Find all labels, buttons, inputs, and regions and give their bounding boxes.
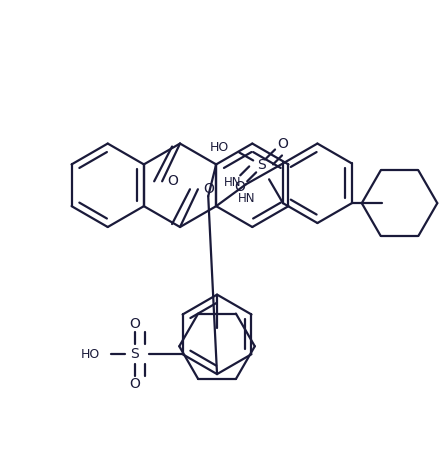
Text: O: O xyxy=(130,318,140,331)
Text: HO: HO xyxy=(210,141,229,154)
Text: HN: HN xyxy=(238,192,256,205)
Text: O: O xyxy=(234,180,245,194)
Text: O: O xyxy=(203,182,214,196)
Text: HN: HN xyxy=(224,176,242,189)
Text: O: O xyxy=(130,377,140,391)
Text: S: S xyxy=(131,347,139,361)
Text: S: S xyxy=(257,159,266,172)
Text: HO: HO xyxy=(81,348,100,361)
Text: O: O xyxy=(168,174,178,188)
Text: O: O xyxy=(278,136,288,151)
